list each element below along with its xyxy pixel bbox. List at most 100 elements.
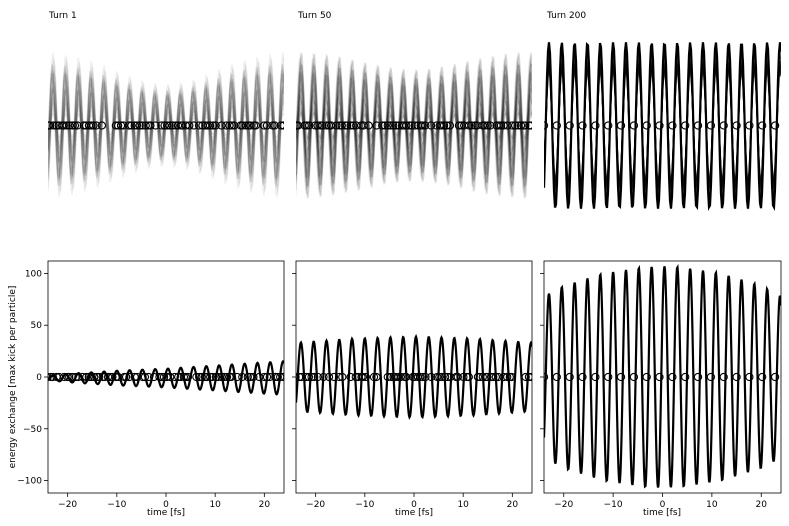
x-axis-label-1: time [fs] xyxy=(147,508,185,518)
particle-marker xyxy=(95,372,104,382)
ensemble-trace xyxy=(296,71,532,180)
top-panel-2: Turn 50 xyxy=(296,11,532,200)
particle-marker xyxy=(508,121,517,130)
particle-marker xyxy=(140,372,150,382)
ensemble-trace xyxy=(296,63,532,187)
particle-marker xyxy=(241,121,251,130)
main-trace xyxy=(544,41,781,211)
ensemble-trace xyxy=(296,92,532,160)
particle-marker xyxy=(113,121,123,130)
particle-marker xyxy=(159,372,169,382)
x-tick-label: 0 xyxy=(411,500,417,510)
ensemble-trace xyxy=(296,85,532,164)
particle-marker xyxy=(183,372,193,382)
particle-marker xyxy=(144,372,153,382)
particle-marker xyxy=(520,121,530,130)
particle-marker xyxy=(372,121,381,130)
x-tick-label: −10 xyxy=(355,500,374,510)
particle-marker xyxy=(201,121,210,130)
particle-marker xyxy=(194,121,204,130)
ensemble-trace xyxy=(296,67,532,183)
ensemble-trace xyxy=(296,76,532,174)
particle-marker xyxy=(68,372,77,382)
particle-marker xyxy=(668,372,677,382)
particle-marker xyxy=(65,372,74,382)
particle-marker xyxy=(149,372,159,382)
particle-marker xyxy=(185,121,194,130)
particle-marker xyxy=(421,372,430,382)
particle-marker xyxy=(214,372,223,382)
ensemble-trace xyxy=(296,100,532,151)
particle-marker xyxy=(386,121,395,130)
particle-marker xyxy=(318,121,327,130)
x-tick-label: 0 xyxy=(660,500,666,510)
particle-marker xyxy=(459,372,468,382)
particle-marker xyxy=(157,121,166,130)
ensemble-trace xyxy=(296,92,532,159)
top-panel-1: Turn 1 xyxy=(48,11,284,130)
particle-marker xyxy=(279,121,284,130)
particle-marker xyxy=(565,372,574,382)
particle-marker xyxy=(604,372,613,382)
ensemble-trace xyxy=(296,94,532,157)
particle-marker xyxy=(616,121,626,130)
ensemble-trace xyxy=(296,62,532,188)
particle-marker xyxy=(208,121,218,130)
particle-marker xyxy=(296,121,303,130)
particle-marker xyxy=(273,372,282,382)
particle-marker xyxy=(418,121,427,130)
x-tick-label: 0 xyxy=(163,500,169,510)
particle-marker xyxy=(329,372,339,382)
particle-marker xyxy=(655,372,664,382)
particle-marker xyxy=(494,372,503,382)
x-tick-label: −10 xyxy=(604,500,623,510)
particle-marker xyxy=(251,121,260,130)
ensemble-trace xyxy=(296,71,532,180)
particle-marker xyxy=(343,121,352,130)
particle-marker xyxy=(92,121,101,130)
particle-marker xyxy=(439,121,449,130)
particle-marker xyxy=(655,121,664,130)
particle-marker xyxy=(418,372,428,382)
particle-marker xyxy=(361,372,370,382)
particle-marker xyxy=(146,121,155,130)
x-axis-label-3: time [fs] xyxy=(643,508,681,518)
particle-marker xyxy=(65,121,74,130)
ensemble-trace xyxy=(296,69,532,181)
ensemble-trace xyxy=(296,84,532,167)
particle-marker xyxy=(526,121,532,130)
particle-marker xyxy=(246,372,255,382)
particle-marker xyxy=(229,121,239,130)
particle-marker xyxy=(124,121,134,130)
panel-title-turn-50: Turn 50 xyxy=(297,11,332,21)
particle-marker xyxy=(279,372,284,382)
particle-marker xyxy=(141,121,150,130)
particle-marker xyxy=(319,372,328,382)
ensemble-trace xyxy=(296,64,532,187)
particle-marker xyxy=(478,372,487,382)
particle-marker xyxy=(127,121,136,130)
particle-marker xyxy=(108,372,117,382)
particle-marker xyxy=(480,121,489,130)
particle-marker xyxy=(578,121,587,130)
x-tick-label: 20 xyxy=(259,500,271,510)
ensemble-trace xyxy=(296,52,532,199)
particle-marker xyxy=(332,121,341,130)
particle-marker xyxy=(770,121,780,130)
particle-marker xyxy=(243,372,252,382)
particle-marker xyxy=(473,372,483,382)
particle-marker xyxy=(489,372,498,382)
ensemble-trace xyxy=(296,77,532,174)
particle-marker xyxy=(138,372,147,382)
particle-marker xyxy=(162,121,172,130)
particle-marker xyxy=(394,372,403,382)
particle-marker xyxy=(326,121,336,130)
ensemble-trace xyxy=(296,63,532,188)
ensemble-trace xyxy=(296,83,532,168)
particle-marker xyxy=(324,372,334,382)
particle-marker xyxy=(135,121,144,130)
particle-marker xyxy=(166,372,175,382)
particle-marker xyxy=(313,372,323,382)
particle-marker xyxy=(369,372,379,382)
particle-marker xyxy=(130,372,139,382)
